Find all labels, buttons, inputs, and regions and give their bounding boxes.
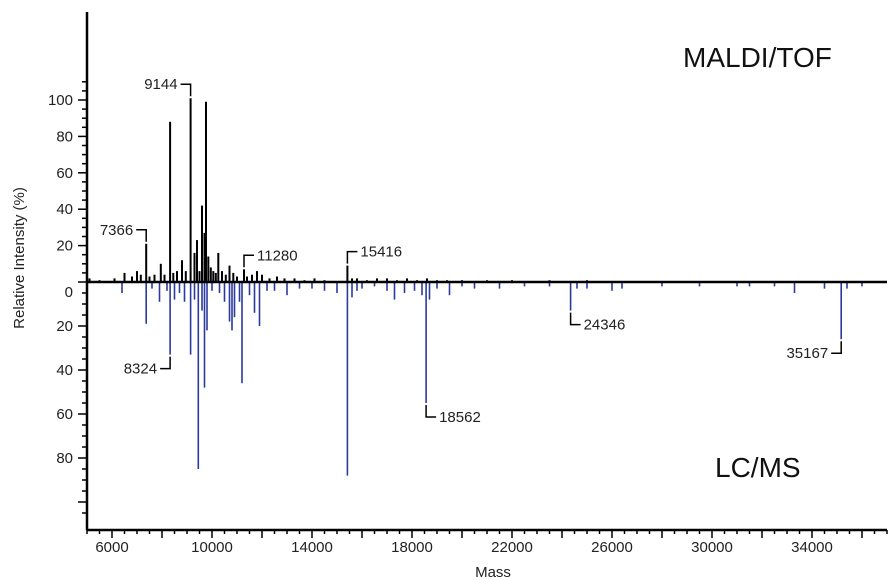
annotation-label: 7366 [100,222,133,239]
x-tick-label-22000: 22000 [491,539,533,556]
annotation-18562: 18562 [425,405,481,426]
annotation-leader [831,341,842,354]
annotation-label: 11280 [257,247,298,264]
annotation-leader [569,312,581,326]
annotation-leader [425,405,437,418]
peak-annotations: 9144 7366 11280 15416 8324 24346 18562 35167 [100,76,842,426]
annotation-leader [243,254,254,268]
annotation-9144: 9144 [144,76,192,97]
annotation-leader [160,356,171,370]
y-tick-label-bottom-0: 0 [65,284,73,301]
annotation-label: 8324 [124,361,157,378]
y-tick-label-bottom-20: 20 [56,318,73,335]
y-tick-label-top-60: 60 [56,165,73,182]
x-tick-label-30000: 30000 [691,539,733,556]
y-tick-label-bottom-40: 40 [56,362,73,379]
annotation-leader [346,250,358,264]
annotation-8324: 8324 [124,356,171,378]
x-tick-label-34000: 34000 [791,539,833,556]
annotation-label: 18562 [439,409,481,426]
y-tick-label-bottom-60: 60 [56,406,73,423]
x-axis-title: Mass [475,564,511,580]
y-axis-title: Relative Intensity (%) [11,187,28,329]
y-tick-label-top-100: 100 [48,92,73,109]
annotation-leader [136,229,147,242]
annotation-label: 24346 [584,317,626,334]
x-tick-label-18000: 18000 [391,539,433,556]
annotation-24346: 24346 [569,312,626,334]
y-tick-label-top-40: 40 [56,201,73,218]
x-tick-label-10000: 10000 [191,539,233,556]
annotation-label: 35167 [786,345,828,362]
lcms-peaks [121,282,863,476]
maldi-tof-peaks [88,98,588,282]
panel-label-maldi-tof: MALDI/TOF [683,42,832,73]
annotation-15416: 15416 [346,244,402,264]
annotation-label: 15416 [360,244,402,261]
panel-label-lcms: LC/MS [715,452,801,483]
annotation-label: 9144 [144,76,177,93]
axes: 6000 10000 14000 18000 22000 26000 30000 34000 2… [48,12,888,556]
y-tick-label-top-80: 80 [56,128,73,145]
annotation-35167: 35167 [786,341,842,362]
y-tick-label-top-20: 20 [56,238,73,255]
x-tick-label-26000: 26000 [591,539,633,556]
annotation-11280: 11280 [243,247,298,268]
x-tick-label-14000: 14000 [291,539,333,556]
x-tick-label-6000: 6000 [95,539,128,556]
y-tick-label-bottom-80: 80 [56,450,73,467]
annotation-7366: 7366 [100,222,147,242]
annotation-leader [180,83,192,97]
